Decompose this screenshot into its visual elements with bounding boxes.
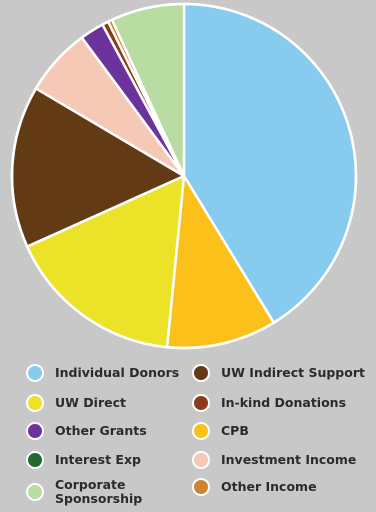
legend-label: Other Grants bbox=[55, 423, 147, 438]
legend-swatch bbox=[26, 394, 44, 412]
legend-item-interest-exp: Interest Exp bbox=[26, 451, 141, 469]
legend-label: Other Income bbox=[221, 479, 317, 494]
legend-item-cpb: CPB bbox=[192, 422, 249, 440]
legend-item-in-kind-donations: In-kind Donations bbox=[192, 394, 346, 412]
legend-swatch bbox=[192, 364, 210, 382]
pie-outline bbox=[10, 2, 358, 350]
legend-swatch bbox=[26, 422, 44, 440]
legend-swatch bbox=[192, 422, 210, 440]
legend-swatch bbox=[26, 483, 44, 501]
legend-label: Individual Donors bbox=[55, 365, 180, 380]
legend-item-investment-income: Investment Income bbox=[192, 451, 356, 469]
legend-label: UW Direct bbox=[55, 395, 126, 410]
chart-legend: Individual Donors UW Direct Other Grants In… bbox=[0, 356, 376, 512]
legend-item-other-grants: Other Grants bbox=[26, 422, 147, 440]
legend-label: UW Indirect Support bbox=[221, 365, 365, 380]
legend-item-corporate-sponsorship: Corporate Sponsorship bbox=[26, 478, 142, 506]
legend-label: Investment Income bbox=[221, 452, 357, 467]
legend-swatch bbox=[192, 478, 210, 496]
legend-swatch bbox=[26, 451, 44, 469]
legend-swatch bbox=[192, 451, 210, 469]
legend-label: Corporate Sponsorship bbox=[55, 477, 143, 506]
legend-label: CPB bbox=[221, 423, 249, 438]
legend-label: Interest Exp bbox=[55, 452, 141, 467]
legend-swatch bbox=[26, 364, 44, 382]
legend-item-uw-indirect-support: UW Indirect Support bbox=[192, 364, 365, 382]
legend-item-uw-direct: UW Direct bbox=[26, 394, 126, 412]
legend-item-other-income: Other Income bbox=[192, 478, 317, 496]
pie-chart bbox=[10, 2, 358, 350]
legend-swatch bbox=[192, 394, 210, 412]
legend-item-individual-donors: Individual Donors bbox=[26, 364, 179, 382]
legend-label: In-kind Donations bbox=[221, 395, 347, 410]
